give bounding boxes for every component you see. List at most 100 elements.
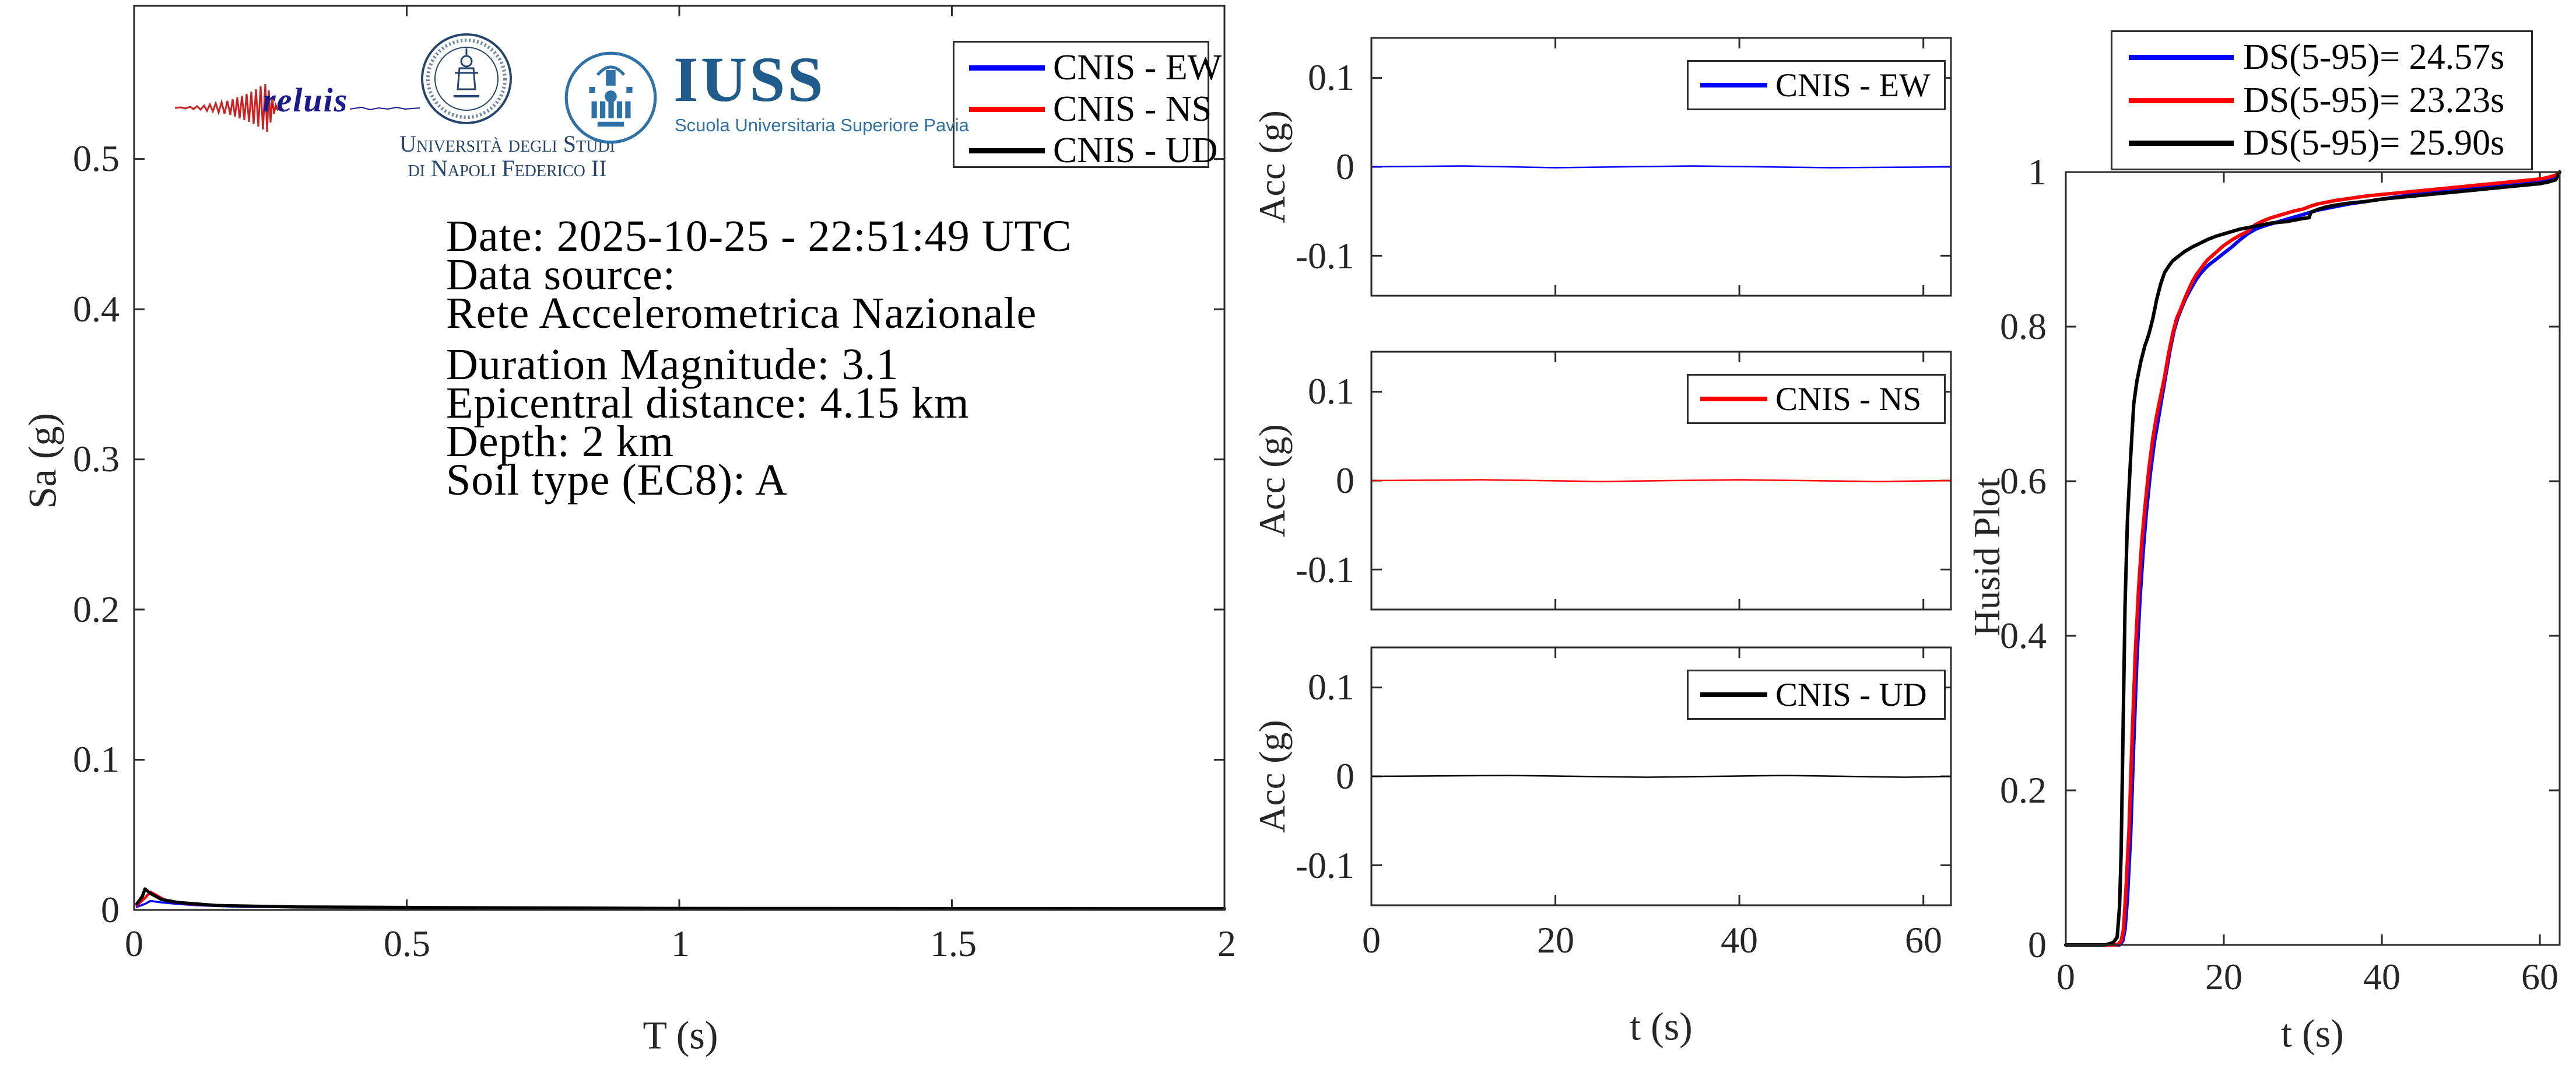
legend-row: CNIS - NS: [954, 89, 1212, 130]
event-metadata: Date: 2025-10-25 - 22:51:49 UTC Data sou…: [446, 212, 1072, 505]
x-tick: 0: [2056, 956, 2075, 997]
legend-row: CNIS - EW: [1689, 66, 1944, 104]
legend-label: DS(5-95)= 23.23s: [2243, 80, 2505, 120]
legend-row: CNIS - UD: [1689, 676, 1944, 714]
y-tick: -0.1: [1295, 235, 1354, 276]
soil-line: Soil type (EC8): A: [446, 456, 788, 505]
y-tick: 0: [1336, 146, 1354, 187]
logo-unina: Università degli Studi di Napoli Federic…: [399, 32, 615, 184]
y-tick: 0.1: [1308, 666, 1354, 708]
axes-box-spectrum: [133, 5, 1226, 911]
x-tick: 20: [1537, 919, 1574, 961]
legend-label: DS(5-95)= 24.57s: [2243, 37, 2505, 78]
series-husid-ud: [2064, 170, 2561, 947]
series-spectrum-ud: [135, 887, 1226, 911]
legend-label: CNIS - UD: [1053, 131, 1218, 170]
axes-box-acc_ns: [1370, 351, 1952, 611]
data-source-label: Data source:: [446, 250, 676, 299]
series-husid-ew: [2064, 170, 2561, 947]
x-tick: 60: [1905, 919, 1942, 961]
y-tick: 0.4: [73, 288, 120, 330]
ud-line-sample-icon: [1700, 692, 1767, 697]
series-acc_ew-ew: [1370, 165, 1952, 169]
spectrum-ylabel: Sa (g): [20, 412, 65, 509]
y-tick: 0.2: [73, 589, 120, 630]
magnitude-line: Duration Magnitude: 3.1: [446, 340, 899, 389]
series-husid-ns: [2064, 170, 2561, 947]
ns-line-sample-icon: [1700, 397, 1767, 401]
unina-name-line2: di Napoli Federico II: [408, 155, 607, 181]
y-tick: 0.1: [73, 738, 120, 780]
y-tick: 0.2: [2000, 769, 2047, 811]
ns-line-sample-icon: [969, 107, 1045, 112]
husid-legend: DS(5-95)= 24.57s DS(5-95)= 23.23s DS(5-9…: [2111, 30, 2533, 170]
x-tick: 0: [125, 923, 143, 964]
y-tick: 0: [2028, 924, 2047, 965]
data-source-value: Rete Accelerometrica Nazionale: [446, 289, 1037, 338]
ns-line-sample-icon: [2129, 97, 2234, 103]
legend-label: CNIS - EW: [1775, 66, 1931, 104]
y-tick: 0: [1336, 755, 1354, 797]
acc-ew-ylabel: Acc (g): [1251, 110, 1293, 223]
acc-ns-legend: CNIS - NS: [1687, 374, 1946, 424]
y-tick: 0.5: [73, 138, 120, 179]
x-tick: 2: [1217, 923, 1236, 964]
reluis-wordmark: reluis: [262, 81, 349, 119]
husid-xlabel: t (s): [2281, 1011, 2344, 1056]
x-tick: 1.5: [930, 923, 977, 964]
ud-line-sample-icon: [969, 148, 1045, 153]
legend-row: DS(5-95)= 25.90s: [2112, 122, 2531, 164]
reluis-waveform-icon: [174, 83, 420, 132]
ew-line-sample-icon: [2129, 55, 2234, 61]
acc-ew-legend: CNIS - EW: [1687, 60, 1946, 110]
legend-row: CNIS - NS: [1689, 380, 1944, 418]
y-tick: -0.1: [1295, 845, 1354, 886]
legend-row: DS(5-95)= 23.23s: [2112, 80, 2531, 121]
y-tick: 0.3: [73, 438, 120, 479]
axes-box-acc_ud: [1370, 646, 1952, 906]
y-tick: 0.1: [1308, 370, 1354, 412]
y-tick: -0.1: [1295, 549, 1354, 590]
y-tick: 0.6: [2000, 460, 2047, 502]
y-tick: 0.1: [1308, 57, 1354, 98]
spectrum-legend: CNIS - EW CNIS - NS CNIS - UD: [953, 41, 1222, 171]
x-tick: 1: [671, 923, 690, 964]
depth-line: Depth: 2 km: [446, 417, 674, 466]
ew-line-sample-icon: [1700, 83, 1767, 87]
y-tick: 0: [101, 889, 120, 930]
acc-ud-ylabel: Acc (g): [1251, 720, 1293, 833]
x-tick: 60: [2521, 956, 2559, 997]
acc-xlabel: t (s): [1630, 1004, 1693, 1049]
series-acc_ud-ud: [1370, 775, 1952, 778]
x-tick: 40: [2363, 956, 2400, 997]
spectrum-xlabel: T (s): [643, 1013, 718, 1058]
iuss-acronym: IUSS: [673, 44, 826, 115]
legend-row: CNIS - UD: [954, 130, 1217, 171]
axes-box-husid: [2065, 171, 2561, 946]
date-line: Date: 2025-10-25 - 22:51:49 UTC: [446, 212, 1072, 261]
distance-line: Epicentral distance: 4.15 km: [446, 379, 970, 428]
legend-label: CNIS - NS: [1775, 380, 1922, 418]
y-tick: 0.8: [2000, 306, 2047, 347]
axes-box-acc_ew: [1370, 37, 1952, 297]
logo-iuss: IUSS Scuola Universitaria Superiore Pavi…: [563, 44, 969, 149]
series-acc_ns-ns: [1370, 479, 1952, 482]
legend-label: CNIS - NS: [1053, 89, 1212, 129]
x-tick: 20: [2205, 956, 2242, 997]
iuss-seal-icon: [564, 51, 657, 144]
legend-row: DS(5-95)= 24.57s: [2112, 37, 2531, 78]
acc-ud-legend: CNIS - UD: [1687, 670, 1946, 720]
x-tick: 0: [1362, 919, 1381, 961]
x-tick: 0.5: [384, 923, 430, 964]
husid-ylabel: Husid Plot: [1966, 477, 2008, 637]
ud-line-sample-icon: [2129, 140, 2234, 146]
ew-line-sample-icon: [969, 65, 1045, 71]
iuss-tagline: Scuola Universitaria Superiore Pavia: [675, 115, 969, 135]
legend-label: CNIS - UD: [1775, 676, 1927, 713]
y-tick: 1: [2028, 151, 2047, 192]
logo-reluis: reluis: [174, 76, 420, 140]
unina-seal-icon: [421, 33, 512, 124]
acc-ns-ylabel: Acc (g): [1251, 424, 1293, 537]
